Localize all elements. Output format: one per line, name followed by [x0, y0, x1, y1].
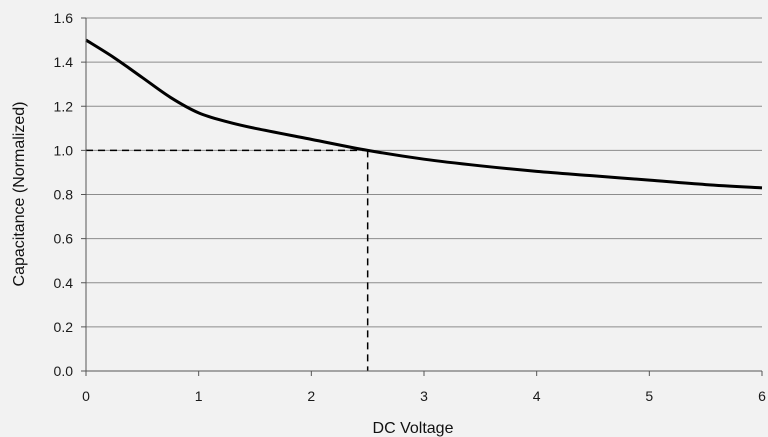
reference-lines [86, 149, 369, 371]
y-tick-label: 0.6 [54, 231, 74, 247]
capacitance-curve [85, 38, 763, 190]
y-tick-label: 1.2 [54, 98, 74, 114]
x-tick-label: 0 [82, 388, 90, 404]
y-tick-label: 1.6 [54, 10, 74, 26]
x-tick-label: 5 [645, 388, 653, 404]
x-tick-label: 1 [195, 388, 203, 404]
y-tick-label: 0.8 [54, 187, 74, 203]
y-tick-label: 0.0 [54, 363, 74, 379]
y-tick-label: 0.4 [54, 275, 74, 291]
x-axis-label: DC Voltage [373, 420, 454, 437]
x-tick-label: 3 [420, 388, 428, 404]
y-axis-label: Capacitance (Normalized) [11, 102, 28, 287]
axes [81, 17, 763, 376]
x-tick-label: 2 [307, 388, 315, 404]
x-tick-label: 6 [758, 388, 766, 404]
y-tick-label: 1.0 [54, 142, 74, 158]
grid [86, 17, 762, 328]
x-tick-label: 4 [533, 388, 541, 404]
series [85, 38, 763, 190]
tick-labels: 0.0 0.2 0.4 0.6 0.8 1.0 1.2 1.4 1.6 0 1 2 3 4 5 6 [54, 10, 767, 404]
y-tick-label: 0.2 [54, 319, 74, 335]
y-tick-label: 1.4 [54, 54, 74, 70]
